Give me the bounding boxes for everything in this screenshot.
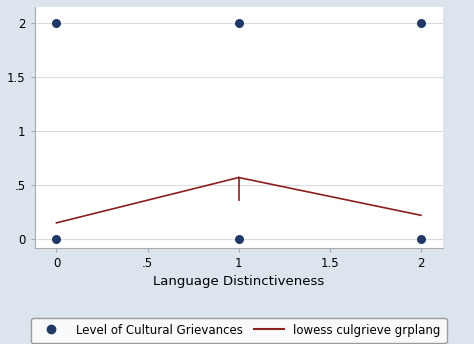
Point [235,20,243,26]
Point [417,20,425,26]
X-axis label: Language Distinctiveness: Language Distinctiveness [153,275,324,288]
Point [417,236,425,242]
Point [235,236,243,242]
Legend: Level of Cultural Grievances, lowess culgrieve grplang: Level of Cultural Grievances, lowess cul… [31,318,447,343]
Point [53,20,60,26]
Point [53,236,60,242]
